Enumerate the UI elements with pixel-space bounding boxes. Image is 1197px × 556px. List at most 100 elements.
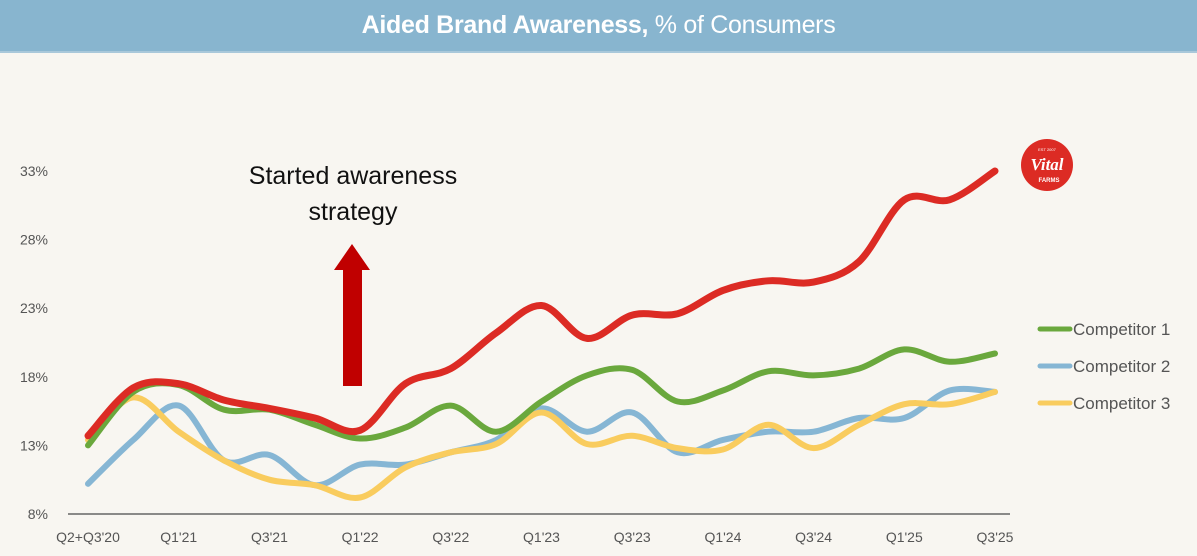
data-point xyxy=(949,403,951,405)
data-point xyxy=(813,281,815,283)
data-point xyxy=(404,466,406,468)
annotation-text-line1: Started awareness xyxy=(249,162,457,190)
x-tick-label: Q3'25 xyxy=(977,529,1014,545)
data-point xyxy=(223,459,225,461)
data-point xyxy=(722,289,724,291)
data-point xyxy=(722,449,724,451)
data-point xyxy=(314,417,316,419)
x-axis: Q2+Q3'20 Q1'21 Q3'21 Q1'22 Q3'22 Q1'23 Q3'23 Q1… xyxy=(56,529,1014,545)
legend-item: Competitor 2 xyxy=(1037,357,1170,376)
data-point xyxy=(132,396,134,398)
data-point xyxy=(223,399,225,401)
data-point xyxy=(677,313,679,315)
y-tick-label: 13% xyxy=(20,437,48,453)
data-point xyxy=(903,199,905,201)
data-point xyxy=(359,464,361,466)
data-point xyxy=(586,431,588,433)
data-point xyxy=(359,429,361,431)
data-point xyxy=(677,451,679,453)
data-point xyxy=(994,391,996,393)
data-point xyxy=(586,337,588,339)
data-point xyxy=(178,431,180,433)
data-point xyxy=(268,479,270,481)
data-point xyxy=(677,447,679,449)
data-point xyxy=(404,427,406,429)
data-point xyxy=(495,431,497,433)
x-tick-label: Q2+Q3'20 xyxy=(56,529,120,545)
y-tick-label: 33% xyxy=(20,163,48,179)
data-point xyxy=(677,400,679,402)
data-point xyxy=(541,400,542,402)
data-point xyxy=(994,170,996,172)
data-point xyxy=(450,405,452,407)
legend-item: Competitor 1 xyxy=(1037,320,1170,339)
data-point xyxy=(903,417,905,419)
data-point xyxy=(949,361,951,363)
data-point xyxy=(178,383,180,385)
data-point xyxy=(631,369,633,371)
data-point xyxy=(450,451,452,453)
data-point xyxy=(858,417,860,419)
data-point xyxy=(541,407,542,409)
x-tick-label: Q1'22 xyxy=(342,529,379,545)
data-point xyxy=(813,374,815,376)
data-point xyxy=(268,454,270,456)
logo-text-bottom: FARMS xyxy=(1039,178,1060,184)
data-point xyxy=(495,439,497,441)
x-tick-label: Q3'23 xyxy=(614,529,651,545)
data-point xyxy=(87,435,89,437)
up-arrow-icon xyxy=(334,244,370,386)
x-tick-label: Q1'25 xyxy=(886,529,923,545)
data-point xyxy=(631,435,633,437)
data-point xyxy=(541,304,542,306)
data-point xyxy=(541,411,542,413)
data-point xyxy=(949,390,951,392)
data-point xyxy=(495,443,497,445)
data-point xyxy=(858,261,860,263)
annotation: Started awareness strategy xyxy=(249,162,457,386)
data-point xyxy=(903,348,905,350)
logo-text-top: EST 2007 xyxy=(1038,147,1056,152)
data-point xyxy=(87,483,89,485)
legend-label: Competitor 1 xyxy=(1073,320,1170,339)
legend-label: Competitor 2 xyxy=(1073,357,1170,376)
data-point xyxy=(314,424,316,426)
data-point xyxy=(450,368,452,370)
y-tick-label: 8% xyxy=(28,506,48,522)
data-point xyxy=(767,370,769,372)
data-point xyxy=(813,431,815,433)
data-point xyxy=(858,424,860,426)
x-tick-label: Q3'21 xyxy=(251,529,288,545)
data-point xyxy=(495,332,497,334)
data-point xyxy=(132,387,134,389)
x-tick-label: Q1'24 xyxy=(704,529,741,545)
data-point xyxy=(404,383,406,385)
data-point xyxy=(994,352,996,354)
series-group xyxy=(84,167,999,501)
series-line-vital-farms xyxy=(84,167,999,440)
x-tick-label: Q1'23 xyxy=(523,529,560,545)
data-point xyxy=(949,199,951,201)
data-point xyxy=(767,424,769,426)
data-point xyxy=(87,444,89,446)
x-tick-label: Q1'21 xyxy=(160,529,197,545)
data-point xyxy=(87,439,89,441)
data-point xyxy=(767,431,769,433)
data-point xyxy=(314,484,316,486)
data-point xyxy=(359,497,361,499)
data-point xyxy=(722,390,724,392)
x-tick-label: Q3'22 xyxy=(432,529,469,545)
logo-text-main: Vital xyxy=(1030,155,1063,174)
legend-label: Competitor 3 xyxy=(1073,394,1170,413)
vital-farms-logo: EST 2007 Vital FARMS xyxy=(1021,139,1073,191)
legend-item: Competitor 3 xyxy=(1037,394,1170,413)
data-point xyxy=(858,368,860,370)
y-tick-label: 23% xyxy=(20,300,48,316)
data-point xyxy=(586,443,588,445)
data-point xyxy=(722,439,724,441)
data-point xyxy=(132,439,134,441)
data-point xyxy=(359,438,361,440)
data-point xyxy=(268,407,270,409)
chart-title-bold: Aided Brand Awareness, xyxy=(361,11,649,39)
